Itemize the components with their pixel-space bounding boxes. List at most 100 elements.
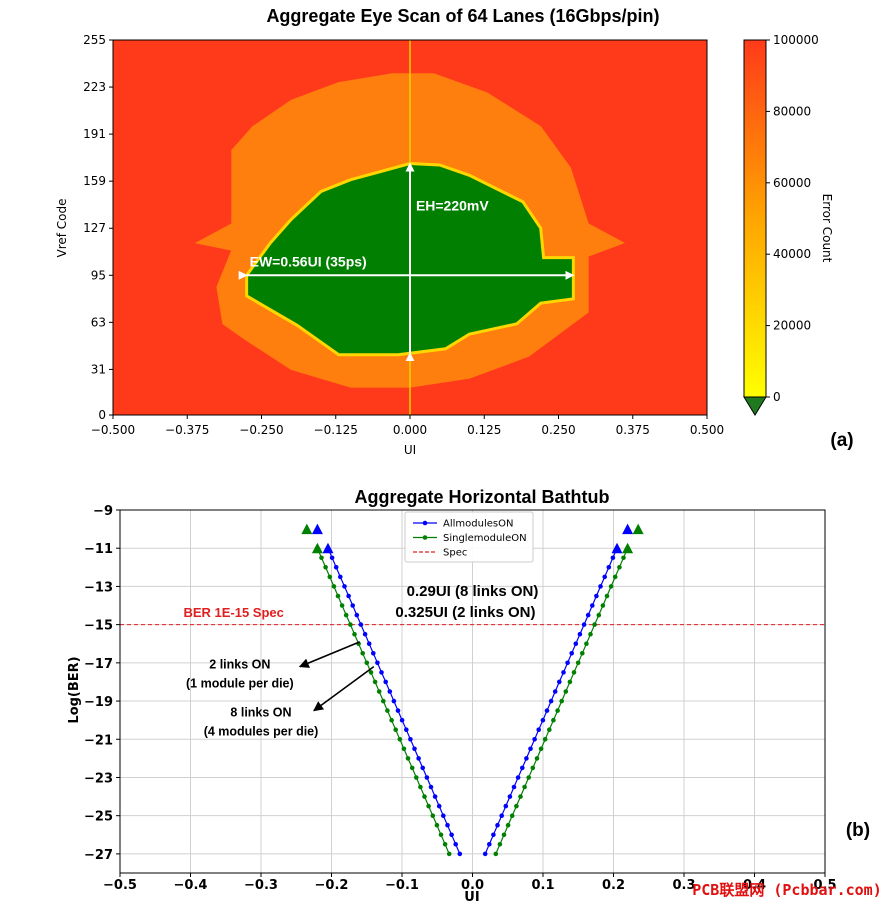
data-point — [442, 842, 448, 847]
colorbar-tick-label: 80000 — [773, 104, 811, 118]
colorbar: 0 20000 40000 60000 80000 100000 Error Count — [743, 33, 834, 416]
data-point — [491, 832, 496, 838]
data-point — [604, 593, 610, 599]
y-tick-label: 95 — [91, 268, 106, 282]
data-point — [542, 737, 548, 742]
colorbar-open-extension — [743, 396, 767, 416]
x-tick-label: 0.125 — [467, 423, 501, 437]
data-point — [338, 574, 343, 580]
data-point — [511, 784, 517, 790]
data-point — [387, 689, 393, 694]
legend-entry: SinglemoduleON — [443, 533, 527, 544]
data-point — [571, 670, 577, 675]
data-point — [436, 803, 442, 809]
x-tick-label: −0.500 — [91, 423, 135, 437]
colorbar-tick-label: 0 — [773, 390, 781, 404]
two-links-arrow — [298, 641, 361, 668]
data-point — [418, 784, 423, 790]
triangle-marker — [611, 542, 623, 554]
colorbar-tick-label: 40000 — [773, 247, 811, 261]
data-point — [379, 670, 384, 675]
data-point — [522, 784, 527, 790]
x-tick-label: 0.000 — [393, 423, 427, 437]
triangle-marker — [632, 523, 644, 535]
y-tick-label: 127 — [83, 221, 106, 235]
data-point — [497, 842, 503, 847]
y-tick-label: −15 — [84, 619, 113, 634]
x-tick-label: −0.1 — [385, 878, 419, 893]
bathtub-chart: Aggregate Horizontal Bathtub BER 1E-15 S… — [67, 487, 870, 905]
data-point — [608, 584, 614, 589]
y-tick-label: −25 — [84, 810, 113, 825]
data-point — [366, 641, 372, 646]
data-point — [375, 660, 380, 666]
data-point — [588, 631, 593, 637]
data-point — [567, 679, 573, 685]
data-point — [432, 794, 438, 799]
data-point — [561, 670, 566, 675]
x-tick-label: 0.4 — [743, 878, 766, 893]
eight-links-sublabel: (4 modules per die) — [204, 724, 319, 738]
data-point — [364, 660, 370, 666]
data-point — [343, 612, 349, 618]
data-point — [598, 584, 603, 589]
y-tick-label: −13 — [84, 580, 113, 595]
eye-scan-x-ticks: −0.500 −0.375 −0.250 −0.125 0.000 0.125 0.250 0… — [91, 415, 724, 437]
data-point — [532, 737, 537, 742]
eye-scan-y-label: Vref Code — [55, 198, 69, 257]
eye-scan-plot-area: EH=220mV EW=0.56UI (35ps) — [112, 39, 708, 416]
x-tick-label: 0.500 — [690, 423, 724, 437]
x-tick-label: −0.4 — [174, 878, 208, 893]
data-point — [526, 775, 531, 780]
data-point — [408, 737, 413, 742]
data-point — [584, 641, 589, 646]
data-point — [395, 708, 401, 713]
eye-width-label: EW=0.56UI (35ps) — [250, 253, 367, 269]
data-point — [585, 612, 591, 618]
data-point — [350, 603, 356, 608]
eye-scan-y-ticks: 0 31 63 95 127 159 191 223 255 — [83, 33, 113, 422]
data-point — [557, 679, 562, 685]
bathtub-plot-area: BER 1E-15 Spec 0.29UI (8 links ON) 0.325UI… — [119, 509, 826, 874]
bathtub-x-ticks: −0.5 −0.4 −0.3 −0.2 −0.1 0.0 0.1 0.2 0.3 0.4 0.5 — [103, 873, 837, 893]
x-tick-label: −0.375 — [165, 423, 209, 437]
triangle-marker — [311, 542, 323, 554]
eight-links-label: 8 links ON — [230, 705, 291, 719]
data-point — [335, 593, 341, 599]
data-point — [393, 727, 399, 732]
data-point — [453, 842, 459, 847]
triangle-marker — [622, 542, 634, 554]
data-point — [524, 756, 529, 761]
data-point — [414, 775, 419, 780]
data-point — [389, 717, 394, 723]
y-tick-label: −23 — [84, 771, 113, 786]
data-point — [385, 708, 390, 713]
data-point — [342, 584, 347, 589]
data-point — [565, 660, 570, 666]
data-point — [507, 794, 513, 799]
y-tick-label: −21 — [84, 733, 113, 748]
data-point — [399, 717, 405, 723]
data-point — [590, 603, 595, 608]
data-point — [358, 622, 364, 627]
data-point — [528, 746, 533, 752]
two-links-label: 2 links ON — [209, 658, 270, 672]
data-point — [391, 698, 397, 704]
data-point — [404, 727, 409, 732]
y-tick-label: −19 — [84, 695, 113, 710]
data-point — [501, 832, 507, 838]
two-links-sublabel: (1 module per die) — [186, 677, 294, 691]
x-tick-label: 0.375 — [616, 423, 650, 437]
data-point — [482, 851, 488, 857]
data-point — [368, 670, 374, 675]
data-point — [445, 822, 450, 828]
data-point — [580, 651, 585, 656]
data-point — [372, 679, 378, 685]
panel-label-b: (b) — [846, 820, 870, 841]
x-tick-label: 0.0 — [461, 878, 484, 893]
colorbar-label: Error Count — [820, 194, 834, 263]
data-point — [520, 765, 525, 771]
x-tick-label: −0.250 — [239, 423, 283, 437]
eye-scan-title: Aggregate Eye Scan of 64 Lanes (16Gbps/p… — [266, 6, 659, 26]
